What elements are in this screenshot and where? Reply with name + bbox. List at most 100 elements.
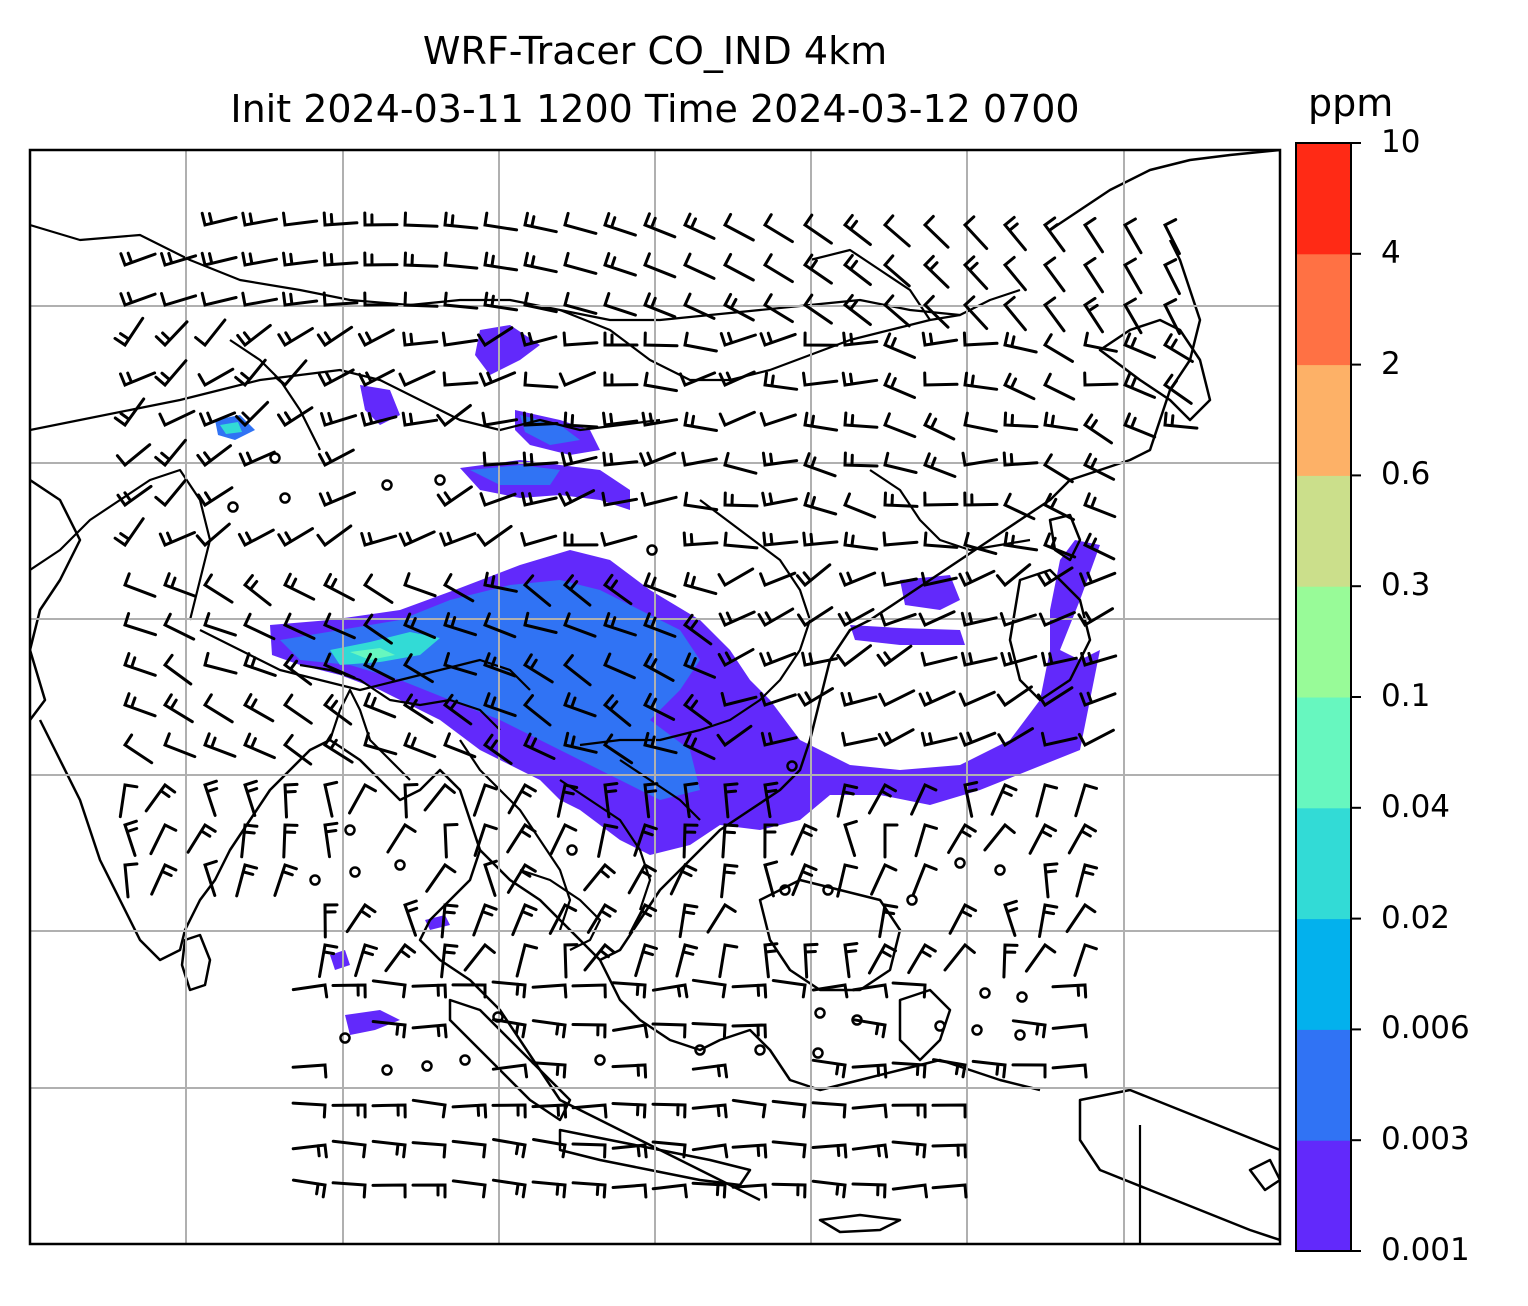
wind-barb — [331, 1139, 367, 1159]
wind-barb — [154, 320, 189, 348]
wind-barb — [802, 253, 833, 285]
wind-barb — [643, 782, 659, 819]
wind-barb — [1122, 217, 1143, 255]
wind-barb — [1000, 651, 1038, 667]
wind-barb — [571, 1023, 607, 1039]
wind-barb — [840, 691, 878, 707]
wind-barb — [1002, 943, 1019, 979]
wind-barb — [443, 251, 479, 270]
wind-barb — [867, 782, 897, 815]
wind-barb — [843, 411, 879, 429]
wind-barb — [318, 491, 356, 507]
wind-barb — [583, 862, 616, 892]
wind-barb — [643, 371, 678, 393]
wind-barb — [403, 612, 436, 639]
wind-barb — [634, 943, 658, 978]
wind-barb — [932, 1058, 967, 1079]
wind-barb — [843, 531, 879, 551]
wind-barb — [882, 294, 911, 328]
wind-barb — [719, 331, 757, 347]
wind-barb — [1043, 862, 1059, 899]
calm-wind-marker — [381, 1064, 393, 1076]
wind-barb — [491, 980, 527, 999]
wind-barb — [200, 211, 238, 227]
wind-barb — [118, 783, 139, 819]
wind-barb — [160, 292, 198, 307]
wind-barb — [235, 400, 270, 428]
wind-barb — [683, 571, 718, 596]
wind-barb — [643, 292, 677, 319]
wind-barb — [451, 1103, 488, 1119]
calm-wind-marker — [779, 884, 791, 896]
wind-barb — [723, 451, 758, 475]
wind-barb — [851, 1063, 888, 1079]
plume-east-low — [850, 625, 965, 645]
map-title: WRF-Tracer CO_IND 4km — [422, 29, 888, 73]
wind-barb — [1011, 1063, 1047, 1079]
wind-barb — [363, 692, 397, 719]
calm-wind-marker — [421, 1060, 433, 1072]
wind-barb — [691, 1181, 727, 1199]
wind-barb — [883, 412, 917, 439]
colorbar-segment — [1296, 697, 1351, 809]
wind-barb — [291, 1178, 327, 1199]
wind-barb — [238, 450, 276, 467]
wind-barb — [882, 531, 919, 547]
colorbar-tick-label: 2 — [1381, 345, 1401, 382]
wind-barb — [186, 822, 217, 854]
wind-barb — [1083, 492, 1117, 519]
wind-barb — [731, 1183, 768, 1199]
wind-barb — [563, 211, 598, 235]
wind-barb — [1002, 255, 1027, 292]
wind-barb — [451, 1179, 487, 1199]
wind-barb — [995, 563, 1032, 588]
wind-barb — [323, 612, 356, 640]
wind-barb — [639, 451, 677, 467]
wind-barb — [931, 1103, 967, 1119]
wind-barb — [563, 531, 599, 547]
wind-barb — [402, 331, 439, 347]
wind-barb — [723, 782, 739, 819]
wind-barb — [113, 397, 146, 428]
wind-barb — [837, 608, 875, 628]
wind-barb — [558, 371, 596, 387]
coastline-korea — [1098, 318, 1212, 422]
wind-barb — [371, 1183, 407, 1199]
wind-barb — [682, 531, 719, 547]
wind-barb — [651, 1183, 688, 1199]
plume-mid — [520, 415, 580, 445]
wind-barb — [603, 292, 637, 317]
wind-barb — [601, 491, 638, 507]
calm-wind-marker — [381, 479, 393, 491]
wind-barb — [791, 863, 818, 897]
wind-barb — [196, 444, 232, 468]
wind-barb — [441, 331, 479, 347]
calm-wind-marker — [1016, 991, 1028, 1003]
wind-barb — [371, 1020, 407, 1039]
wind-barb — [483, 571, 518, 593]
wind-barb — [531, 983, 568, 999]
wind-barb — [611, 981, 647, 999]
wind-barb — [402, 653, 434, 684]
wind-barb — [199, 411, 237, 427]
wind-barb — [123, 572, 157, 598]
wind-barb — [200, 291, 238, 307]
wind-barb — [960, 651, 998, 667]
colorbar-tick-label: 0.1 — [1381, 678, 1431, 714]
wind-barb — [602, 573, 633, 606]
colorbar-border — [1295, 142, 1352, 1252]
wind-barb — [371, 1139, 407, 1159]
wind-barb — [762, 531, 799, 547]
wind-barb — [523, 251, 558, 274]
wind-barb — [763, 860, 779, 898]
wind-barb — [643, 731, 678, 755]
calm-wind-marker — [344, 824, 356, 836]
wind-barb — [1028, 822, 1058, 855]
wind-barb — [983, 822, 1016, 852]
coastlines — [30, 150, 1280, 1242]
wind-barb — [119, 251, 157, 267]
wind-barb — [681, 451, 718, 467]
wind-barb — [571, 1181, 607, 1199]
colorbar-segment — [1296, 586, 1351, 698]
wind-barb — [920, 651, 958, 667]
